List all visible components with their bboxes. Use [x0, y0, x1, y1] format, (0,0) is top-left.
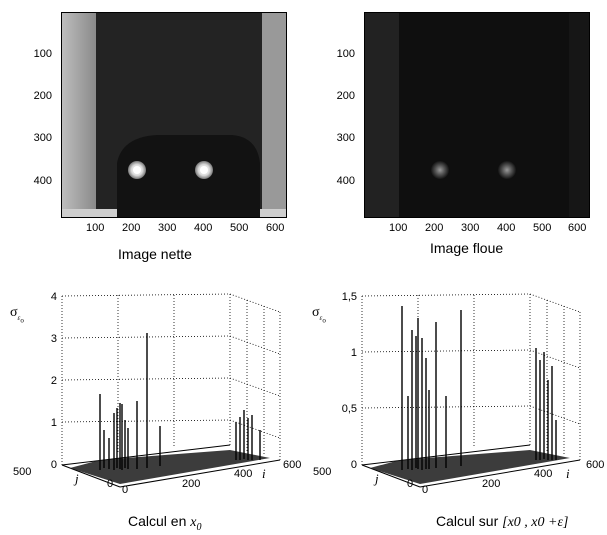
x-tick: 100: [86, 222, 105, 234]
x-tick: 400: [194, 222, 213, 234]
caption-sharp: Image nette: [118, 246, 192, 262]
z-tick: 1: [50, 417, 57, 429]
y-tick: 400: [33, 175, 52, 187]
caption-left-plot: Calcul en x0: [128, 513, 202, 533]
z-tick: 0: [350, 459, 357, 471]
i-axis-label: i: [566, 466, 570, 481]
j-axis-label: j: [375, 471, 379, 486]
x-tick: 100: [389, 222, 408, 234]
y-tick: 200: [336, 90, 355, 102]
z-tick: 1,5: [341, 291, 357, 303]
z-axis-label: σεo: [312, 305, 326, 325]
i-tick: 200: [182, 478, 201, 490]
i-tick: 0: [122, 484, 129, 496]
stems: [99, 333, 261, 470]
y-tick: 200: [33, 90, 52, 102]
plot-3d-left: 0 1 2 3 4 σεo 500 0 j 0 200 400 600 i Ca…: [0, 270, 302, 535]
x-tick: 600: [568, 222, 587, 234]
x-tick: 500: [533, 222, 552, 234]
x-tick: 300: [158, 222, 177, 234]
i-tick: 0: [422, 484, 429, 496]
y-tick: 300: [33, 132, 52, 144]
caption-right-plot: Calcul sur [x0 , x0 +ε]: [436, 513, 569, 530]
blurry-image: [364, 12, 590, 218]
j-tick: 0: [107, 478, 114, 490]
z-tick: 0,5: [341, 403, 357, 415]
plot-3d-left-svg: [61, 293, 281, 488]
x-tick: 500: [230, 222, 249, 234]
y-tick: 100: [336, 48, 355, 60]
x-tick: 300: [461, 222, 480, 234]
blurry-image-picture: [365, 13, 589, 217]
stems: [401, 306, 557, 470]
floor-axes: [61, 444, 281, 488]
y-tick: 300: [336, 132, 355, 144]
grid-lines: [361, 293, 581, 465]
plot-3d-right-svg: [361, 293, 581, 488]
z-tick: 3: [50, 333, 57, 345]
i-tick: 600: [283, 459, 302, 471]
blurry-image-panel: 100 200 300 400 100 200 300 400 500 600 …: [300, 0, 607, 265]
caption-blurry: Image floue: [430, 240, 504, 256]
i-tick: 400: [234, 468, 253, 480]
j-axis-label: j: [75, 471, 79, 486]
i-axis-label: i: [262, 466, 266, 481]
y-tick: 100: [33, 48, 52, 60]
z-axis-label: σεo: [10, 305, 24, 325]
noise-floor: [370, 450, 570, 484]
i-tick: 200: [482, 478, 501, 490]
x-tick: 200: [425, 222, 444, 234]
grid-lines: [61, 293, 281, 465]
j-tick: 500: [313, 466, 332, 478]
sharp-image-panel: 100 200 300 400 100 200 300 400 500 600 …: [0, 0, 300, 265]
j-tick: 0: [407, 478, 414, 490]
i-tick: 400: [534, 468, 553, 480]
sharp-image-picture: [62, 13, 286, 217]
z-tick: 4: [50, 291, 57, 303]
z-tick: 2: [50, 375, 57, 387]
z-tick: 0: [50, 459, 57, 471]
x-tick: 400: [497, 222, 516, 234]
plot-3d-right: 0 0,5 1 1,5 σεo 500 0 j 0 200 400 600 i …: [300, 270, 607, 535]
y-tick: 400: [336, 175, 355, 187]
i-tick: 600: [586, 459, 605, 471]
j-tick: 500: [13, 466, 32, 478]
x-tick: 200: [122, 222, 141, 234]
z-tick: 1: [350, 347, 357, 359]
x-tick: 600: [266, 222, 285, 234]
sharp-image: [61, 12, 287, 218]
